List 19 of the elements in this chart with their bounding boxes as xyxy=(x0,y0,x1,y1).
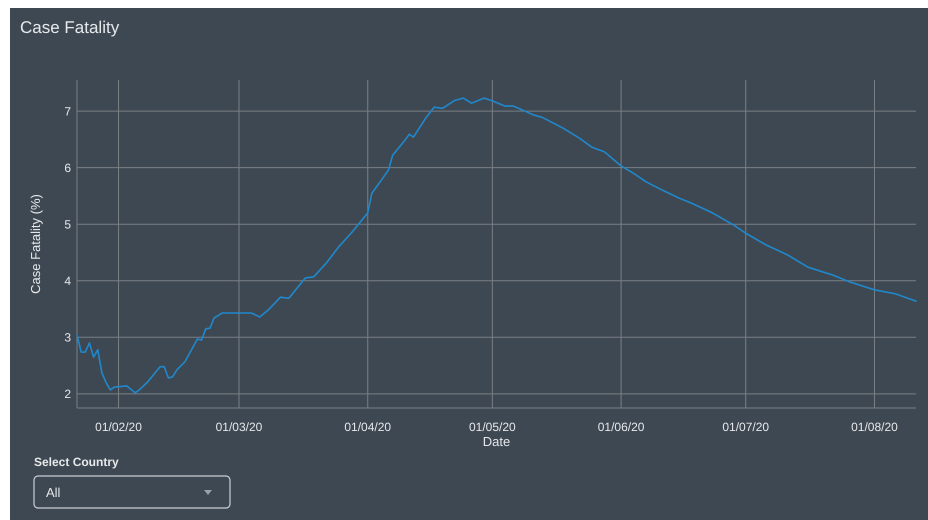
x-tick-label: 01/08/20 xyxy=(851,420,898,434)
x-axis-title: Date xyxy=(482,434,510,449)
y-axis-title: Case Fatality (%) xyxy=(28,194,43,294)
x-tick-label: 01/04/20 xyxy=(344,420,392,434)
y-tick-label: 6 xyxy=(64,160,72,175)
y-tick-label: 5 xyxy=(64,217,72,232)
line-series xyxy=(76,97,917,394)
x-tick-label: 01/05/20 xyxy=(468,420,516,434)
x-tick-label: 01/06/20 xyxy=(598,420,645,434)
y-tick-label: 4 xyxy=(64,274,72,288)
y-tick-label: 2 xyxy=(64,387,72,402)
select-dropdown: All xyxy=(33,475,231,509)
x-tick-label: 01/02/20 xyxy=(95,420,142,434)
x-tick-label: 01/07/20 xyxy=(722,420,770,434)
chart-title: Case Fatality xyxy=(20,18,120,37)
text: Select Country xyxy=(34,455,120,469)
y-tick-label: 7 xyxy=(64,104,72,118)
y-tick-label: 3 xyxy=(64,330,72,345)
x-tick-label: 01/03/20 xyxy=(216,420,263,434)
